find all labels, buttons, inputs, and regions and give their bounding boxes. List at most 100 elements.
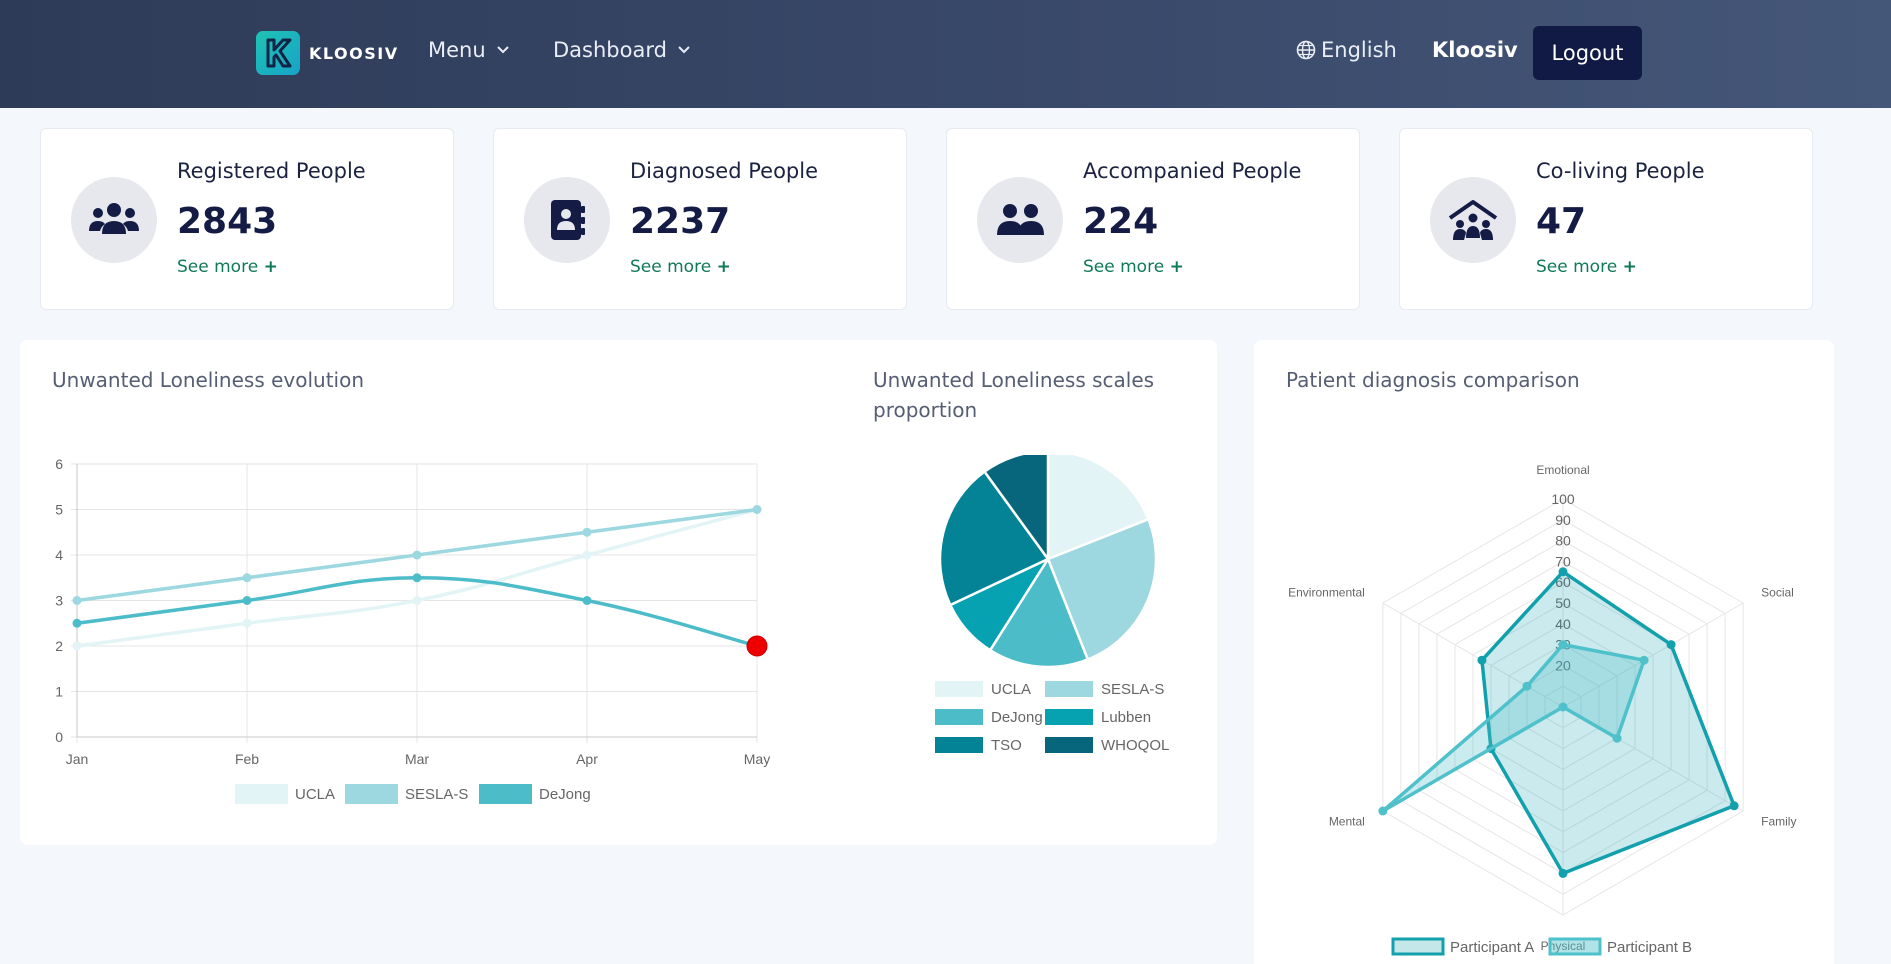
- legend-swatch: [1391, 937, 1445, 956]
- loneliness-panel: Unwanted Loneliness evolution Unwanted L…: [20, 340, 1217, 845]
- legend-label[interactable]: SESLA-S: [1101, 681, 1164, 698]
- data-point[interactable]: [72, 596, 82, 605]
- stat-value: 47: [1536, 201, 1587, 242]
- radar-point[interactable]: [1558, 702, 1568, 712]
- legend-label[interactable]: DeJong: [991, 709, 1043, 726]
- data-point[interactable]: [412, 596, 422, 605]
- stat-label: Registered People: [177, 159, 366, 183]
- see-more-link[interactable]: See more +: [630, 257, 731, 277]
- radar-point[interactable]: [1378, 806, 1388, 816]
- radar-tick-label: 100: [1551, 491, 1575, 507]
- radar-point[interactable]: [1639, 655, 1649, 665]
- legend-swatch: [479, 784, 532, 804]
- data-point[interactable]: [242, 573, 252, 583]
- chevron-down-icon: [496, 46, 509, 54]
- pie-slice-tso[interactable]: [938, 469, 1050, 607]
- radar-point[interactable]: [1729, 801, 1739, 811]
- stat-card-registered: Registered People 2843 See more +: [40, 128, 454, 310]
- plus-icon: +: [716, 257, 731, 277]
- user-name-link[interactable]: Kloosiv: [1432, 38, 1518, 62]
- data-point[interactable]: [72, 641, 82, 651]
- legend-label[interactable]: UCLA: [295, 786, 335, 803]
- data-point[interactable]: [242, 596, 252, 605]
- legend-label[interactable]: WHOQOL: [1101, 737, 1169, 754]
- radar-point[interactable]: [1612, 733, 1622, 743]
- data-point[interactable]: [746, 635, 768, 657]
- data-point[interactable]: [412, 573, 422, 583]
- radar-point[interactable]: [1558, 640, 1568, 650]
- legend-swatch: [1548, 937, 1602, 956]
- brand-logo[interactable]: KLOOSIV: [256, 31, 399, 75]
- house-people-icon: [1430, 177, 1516, 263]
- legend-swatch: [935, 737, 983, 753]
- x-tick-label: Apr: [576, 751, 598, 767]
- radar-point[interactable]: [1558, 567, 1568, 577]
- legend-label[interactable]: TSO: [991, 737, 1022, 754]
- data-point[interactable]: [72, 618, 82, 628]
- pie-slice-whoqol[interactable]: [982, 455, 1050, 563]
- see-more-label: See more: [630, 257, 712, 277]
- language-selector[interactable]: English: [1296, 38, 1397, 62]
- data-point[interactable]: [582, 550, 592, 560]
- legend-label[interactable]: UCLA: [991, 681, 1031, 698]
- legend-swatch: [935, 681, 983, 697]
- x-tick-label: Mar: [405, 751, 429, 767]
- logout-button[interactable]: Logout: [1533, 26, 1642, 80]
- see-more-label: See more: [177, 257, 259, 277]
- radar-point[interactable]: [1477, 655, 1487, 665]
- globe-icon: [1296, 40, 1316, 60]
- radar-panel: Patient diagnosis comparison Emotional So…: [1254, 340, 1834, 964]
- legend-label[interactable]: DeJong: [539, 786, 591, 803]
- y-tick-label: 1: [55, 684, 63, 700]
- data-point[interactable]: [412, 550, 422, 560]
- x-tick-label: May: [744, 751, 770, 767]
- radar-tick-label: 40: [1555, 616, 1571, 632]
- see-more-link[interactable]: See more +: [1083, 257, 1184, 277]
- user-group-icon: [977, 177, 1063, 263]
- pie-slice-dejong[interactable]: [988, 556, 1090, 669]
- legend-swatch: [1045, 737, 1093, 753]
- radar-tick-label: 80: [1555, 533, 1571, 549]
- data-point[interactable]: [582, 527, 592, 537]
- see-more-link[interactable]: See more +: [177, 257, 278, 277]
- y-tick-label: 6: [55, 456, 63, 472]
- legend-swatch: [345, 784, 398, 804]
- data-point[interactable]: [242, 618, 252, 628]
- radar-chart: Emotional Social Family Physical Mental Envir…: [1288, 463, 1796, 956]
- radar-point[interactable]: [1558, 868, 1568, 878]
- legend-swatch: [1045, 681, 1093, 697]
- legend-label[interactable]: Participant A: [1450, 939, 1534, 956]
- radar-axis-label: Mental: [1329, 814, 1365, 828]
- pie-chart-title: Unwanted Loneliness scales proportion: [873, 368, 1155, 422]
- stat-value: 2237: [630, 201, 731, 242]
- radar-point[interactable]: [1666, 640, 1676, 650]
- radar-axis-label: Social: [1761, 586, 1794, 600]
- legend-label[interactable]: SESLA-S: [405, 786, 468, 803]
- pie-chart: UCLA SESLA-S DeJong Lubben TSO WHOQOL: [935, 455, 1169, 754]
- nav-menu[interactable]: Menu: [428, 38, 510, 62]
- plus-icon: +: [263, 257, 278, 277]
- y-tick-label: 2: [55, 638, 63, 654]
- plus-icon: +: [1622, 257, 1637, 277]
- see-more-label: See more: [1083, 257, 1165, 277]
- nav-dashboard-label: Dashboard: [553, 38, 667, 62]
- radar-tick-label: 90: [1555, 512, 1571, 528]
- stat-label: Accompanied People: [1083, 159, 1302, 183]
- pie-slice-ucla[interactable]: [1046, 455, 1151, 561]
- radar-point[interactable]: [1522, 681, 1532, 691]
- plus-icon: +: [1169, 257, 1184, 277]
- legend-label[interactable]: Participant B: [1607, 939, 1692, 956]
- radar-tick-label: 20: [1555, 657, 1571, 673]
- nav-menu-label: Menu: [428, 38, 486, 62]
- data-point[interactable]: [752, 505, 762, 514]
- top-header: KLOOSIV Menu Dashboard English Kloosiv L…: [0, 0, 1891, 108]
- y-tick-label: 4: [55, 547, 63, 563]
- line-chart-title: Unwanted Loneliness evolution: [52, 368, 365, 392]
- see-more-link[interactable]: See more +: [1536, 257, 1637, 277]
- chevron-down-icon: [678, 46, 690, 54]
- data-point[interactable]: [582, 596, 592, 605]
- legend-label[interactable]: Lubben: [1101, 709, 1151, 726]
- nav-dashboard[interactable]: Dashboard: [553, 38, 691, 62]
- stat-card-accompanied: Accompanied People 224 See more +: [946, 128, 1360, 310]
- radar-axis-label: Family: [1761, 814, 1796, 828]
